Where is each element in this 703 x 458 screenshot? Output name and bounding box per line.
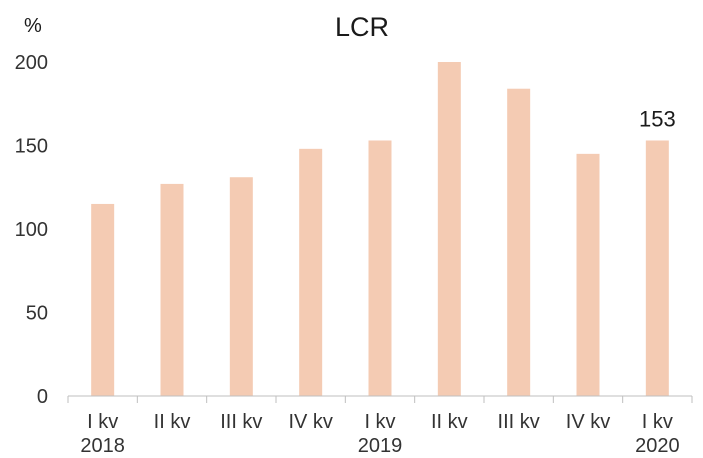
x-axis-tick-marks — [67, 396, 693, 403]
bar — [576, 153, 600, 396]
x-tick-label: III kv — [498, 411, 540, 433]
chart-title: LCR — [335, 12, 389, 42]
x-tick-label: I kv — [87, 411, 118, 433]
bar — [299, 148, 323, 396]
bar — [91, 203, 115, 396]
x-year-label: 2019 — [358, 435, 403, 457]
y-tick-label: 200 — [15, 52, 48, 74]
y-tick-label: 150 — [15, 136, 48, 158]
x-tick-label: I kv — [364, 411, 395, 433]
y-tick-label: 100 — [15, 219, 48, 241]
bar — [368, 140, 392, 396]
y-tick-label: 0 — [37, 386, 48, 408]
y-axis-ticks: 0 50 100 150 200 — [15, 52, 48, 408]
bar — [229, 177, 253, 396]
x-tick-label: I kv — [642, 411, 673, 433]
x-tick-label: III kv — [220, 411, 262, 433]
data-label: 153 — [639, 106, 676, 131]
bar — [507, 88, 531, 396]
x-tick-label: IV kv — [566, 411, 610, 433]
bar — [645, 140, 669, 396]
x-tick-label: II kv — [431, 411, 468, 433]
data-labels: 153 — [639, 106, 676, 131]
bar — [437, 62, 461, 396]
y-tick-label: 50 — [26, 303, 48, 325]
bar — [160, 183, 184, 396]
x-year-label: 2020 — [635, 435, 680, 457]
bars — [91, 62, 669, 396]
x-tick-label: IV kv — [288, 411, 332, 433]
x-tick-label: II kv — [154, 411, 191, 433]
x-year-label: 2018 — [80, 435, 125, 457]
y-axis-unit-label: % — [24, 15, 42, 37]
